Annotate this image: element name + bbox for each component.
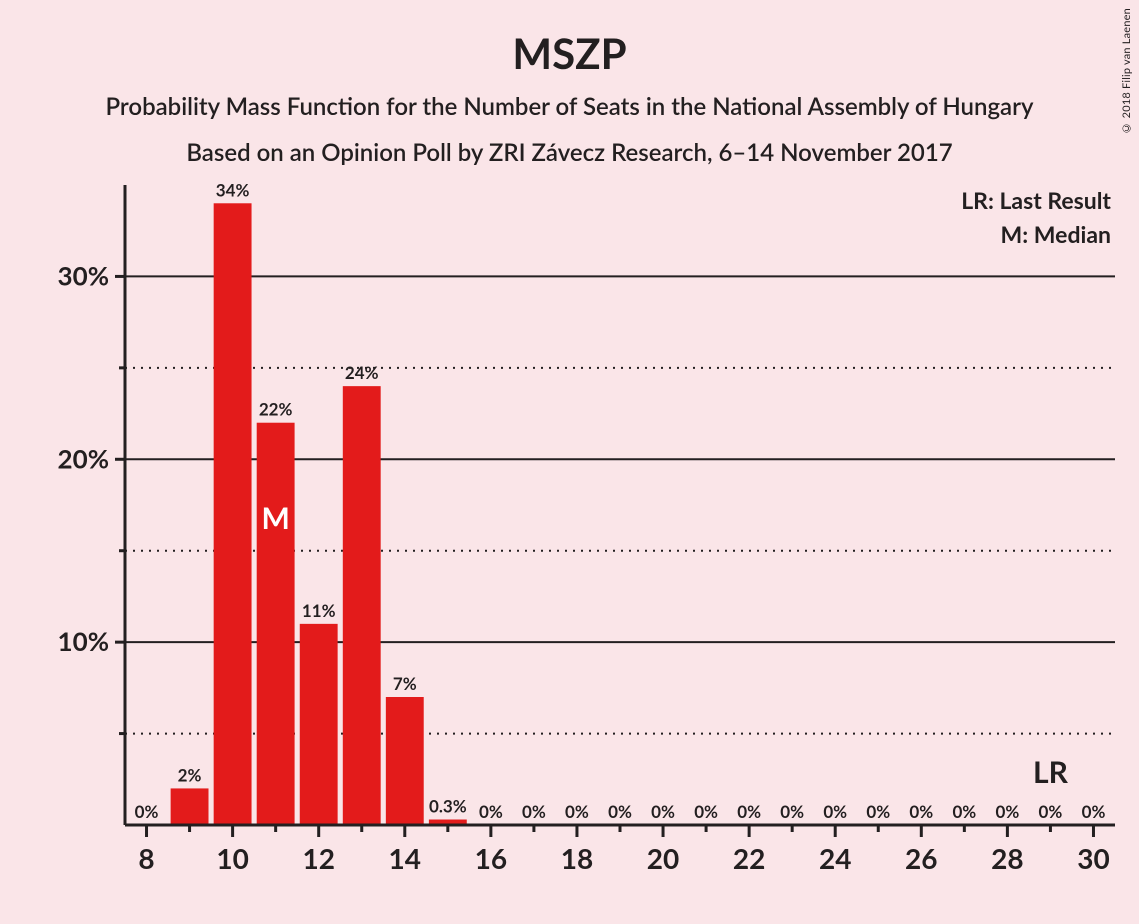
legend-lr: LR: Last Result xyxy=(961,186,1111,214)
bar-value-label: 0% xyxy=(608,801,632,822)
x-tick-label: 14 xyxy=(389,841,421,875)
bar xyxy=(171,788,209,825)
bar-value-label: 0% xyxy=(823,801,847,822)
x-tick-label: 26 xyxy=(905,841,937,875)
bar-value-label: 0% xyxy=(952,801,976,822)
x-tick-label: 24 xyxy=(819,841,851,875)
bar-value-label: 0% xyxy=(995,801,1019,822)
x-tick-label: 20 xyxy=(647,841,679,875)
bar-value-label: 0% xyxy=(1082,801,1106,822)
bar-value-label: 0.3% xyxy=(429,796,467,817)
y-tick-label: 10% xyxy=(58,625,109,657)
bar-chart: 10% 20% 30% 8 10 12 14 16 18 20 22 24 26 28 30 0% 2% 34% 2… xyxy=(0,0,1139,924)
last-result-marker: LR xyxy=(1033,754,1069,790)
bar-value-label: 0% xyxy=(135,801,159,822)
bar-value-label: 0% xyxy=(780,801,804,822)
x-tick-label: 10 xyxy=(216,841,248,875)
x-tick-label: 8 xyxy=(138,841,154,875)
bar-value-label: 0% xyxy=(737,801,761,822)
bar xyxy=(386,697,424,825)
legend-m: M: Median xyxy=(1001,220,1111,248)
bar-value-label: 0% xyxy=(479,801,503,822)
median-marker: M xyxy=(261,500,289,536)
bar-value-label: 7% xyxy=(393,673,417,694)
x-tick-label: 22 xyxy=(733,841,765,875)
bar-value-label: 0% xyxy=(866,801,890,822)
y-tick-label: 30% xyxy=(58,259,109,291)
x-tick-label: 12 xyxy=(302,841,334,875)
bar xyxy=(214,203,252,825)
bar-value-label: 0% xyxy=(694,801,718,822)
x-tick-label: 16 xyxy=(475,841,507,875)
bar-value-label: 2% xyxy=(178,764,202,785)
x-tick-label: 28 xyxy=(991,841,1023,875)
y-tick-label: 20% xyxy=(58,442,109,474)
bar xyxy=(257,423,295,825)
bar-value-label: 34% xyxy=(216,179,250,200)
bar-value-label: 0% xyxy=(1039,801,1063,822)
bar-value-label: 0% xyxy=(565,801,589,822)
bar xyxy=(343,386,381,825)
bar-value-label: 11% xyxy=(302,600,336,621)
bar-value-label: 24% xyxy=(345,362,379,383)
bar-value-label: 0% xyxy=(522,801,546,822)
bar xyxy=(300,624,338,825)
bar-value-label: 0% xyxy=(909,801,933,822)
bar-value-label: 0% xyxy=(651,801,675,822)
x-tick-label: 30 xyxy=(1077,841,1109,875)
x-tick-label: 18 xyxy=(561,841,593,875)
bar-value-label: 22% xyxy=(259,399,293,420)
